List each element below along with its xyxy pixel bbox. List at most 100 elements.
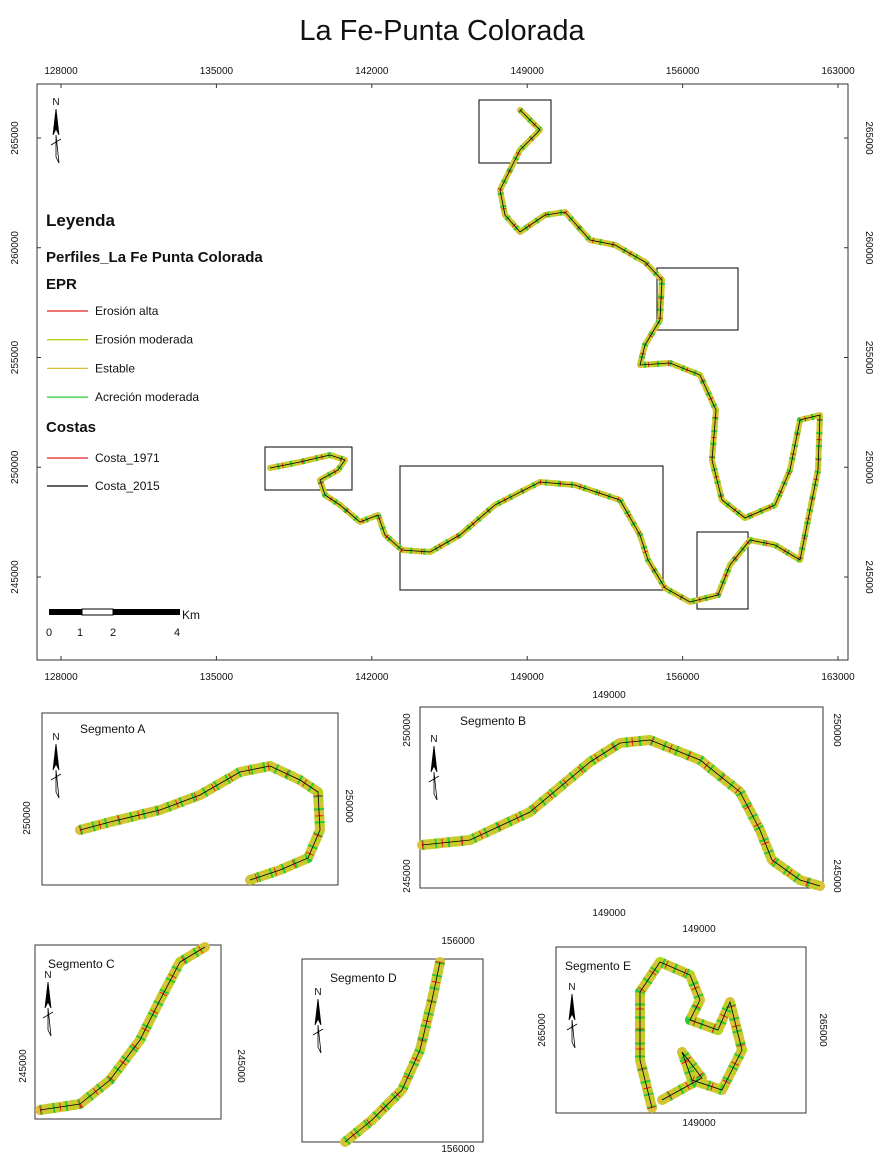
coast-profiles: [269, 108, 823, 605]
x-tick-label: 149000: [511, 672, 545, 683]
legend-group: EPR: [46, 276, 77, 293]
coast-profiles: [267, 107, 823, 605]
scale-segment: [81, 608, 114, 616]
north-arrow: [571, 1019, 576, 1049]
x-tick-label: 149000: [592, 908, 626, 919]
x-tick-label: 156000: [441, 936, 475, 947]
y-tick-label: 265000: [537, 1013, 548, 1047]
inset-label: Segmento C: [48, 957, 115, 971]
coast-profiles: [340, 957, 445, 1147]
coast-profiles: [39, 942, 208, 1115]
coast-profiles: [421, 735, 822, 891]
coastline-2015: [79, 765, 321, 881]
x-tick-label: 135000: [200, 672, 234, 683]
x-tick-label: 156000: [666, 672, 700, 683]
north-label: N: [52, 97, 59, 108]
main-frame: [36, 83, 849, 661]
north-label: N: [430, 734, 437, 745]
x-tick-label: 163000: [821, 66, 855, 77]
extent-box-c: [696, 531, 749, 610]
legend-label: Erosión alta: [95, 304, 159, 318]
y-tick-label: 255000: [863, 341, 874, 375]
y-tick-label: 250000: [402, 713, 413, 747]
y-tick-label: 250000: [343, 789, 354, 823]
coast-profiles: [421, 735, 822, 891]
y-tick-label: 250000: [10, 450, 21, 484]
legend-label: Costa_1971: [95, 451, 160, 465]
x-tick-label: 149000: [511, 66, 545, 77]
inset-label: Segmento A: [80, 722, 145, 736]
map-title: La Fe-Punta Colorada: [299, 15, 585, 47]
legend-label: Erosión moderada: [95, 333, 193, 347]
coast-profiles: [421, 736, 822, 890]
y-tick-label: 245000: [18, 1049, 29, 1083]
y-tick-label: 245000: [235, 1049, 246, 1083]
coast-profiles: [417, 735, 825, 891]
legend-label: Costa_2015: [95, 479, 160, 493]
x-tick-label: 142000: [355, 672, 389, 683]
x-tick-label: 142000: [355, 66, 389, 77]
coast-profiles: [269, 107, 823, 605]
coastline-2015: [269, 109, 821, 603]
legend-title: Leyenda: [46, 211, 116, 230]
north-label: N: [314, 987, 321, 998]
north-arrow: [433, 771, 438, 801]
inset-frame-a: [41, 712, 339, 886]
legend-group: Costas: [46, 419, 96, 436]
y-tick-label: 265000: [817, 1013, 828, 1047]
extent-box-b: [399, 465, 664, 591]
scale-label: 0: [46, 627, 52, 639]
x-tick-label: 128000: [44, 66, 78, 77]
coast-profiles: [635, 957, 747, 1110]
north-arrow: [317, 1024, 322, 1054]
y-tick-label: 260000: [10, 231, 21, 265]
inset-label: Segmento D: [330, 971, 397, 985]
y-tick-label: 250000: [863, 451, 874, 485]
legend-label: Estable: [95, 361, 135, 375]
scale-label: 2: [110, 627, 116, 639]
y-tick-label: 245000: [402, 859, 413, 893]
inset-frame-b: [419, 706, 824, 889]
coastline-2015: [639, 961, 743, 1109]
extent-box-a: [264, 446, 353, 491]
legend-label: Acreción moderada: [95, 390, 199, 404]
north-label: N: [568, 982, 575, 993]
inset-label: Segmento B: [460, 714, 526, 728]
legend-layer: Perfiles_La Fe Punta Colorada: [46, 249, 263, 266]
inset-frame-d: [301, 958, 484, 1143]
scale-unit: Km: [182, 608, 200, 622]
scale-segment: [49, 609, 82, 615]
x-tick-label: 149000: [682, 924, 716, 935]
x-tick-label: 149000: [682, 1118, 716, 1129]
north-label: N: [52, 732, 59, 743]
coast-profiles: [75, 761, 325, 885]
inset-label: Segmento E: [565, 959, 631, 973]
x-tick-label: 149000: [592, 690, 626, 701]
y-tick-label: 265000: [863, 121, 874, 155]
scale-segment: [113, 609, 180, 615]
y-tick-label: 250000: [22, 801, 33, 835]
y-tick-label: 250000: [831, 713, 842, 747]
coast-profiles: [342, 961, 444, 1146]
scale-label: 1: [77, 627, 83, 639]
x-tick-label: 135000: [200, 66, 234, 77]
y-tick-label: 265000: [10, 121, 21, 155]
north-label: N: [44, 970, 51, 981]
coastline-2015: [39, 946, 206, 1111]
y-tick-label: 255000: [10, 340, 21, 374]
y-tick-label: 245000: [10, 560, 21, 594]
inset-frame-c: [34, 944, 222, 1120]
x-tick-label: 156000: [666, 66, 700, 77]
coastline-2015: [421, 739, 821, 887]
north-arrow: [55, 134, 60, 164]
coast-profiles: [341, 960, 445, 1146]
x-tick-label: 156000: [441, 1144, 475, 1155]
coastline-2015: [344, 961, 441, 1143]
y-tick-label: 260000: [863, 231, 874, 265]
coast-profiles: [269, 107, 823, 605]
inset-frame-e: [555, 946, 807, 1114]
scale-label: 4: [174, 627, 180, 639]
north-arrow: [55, 769, 60, 799]
y-tick-label: 245000: [831, 859, 842, 893]
